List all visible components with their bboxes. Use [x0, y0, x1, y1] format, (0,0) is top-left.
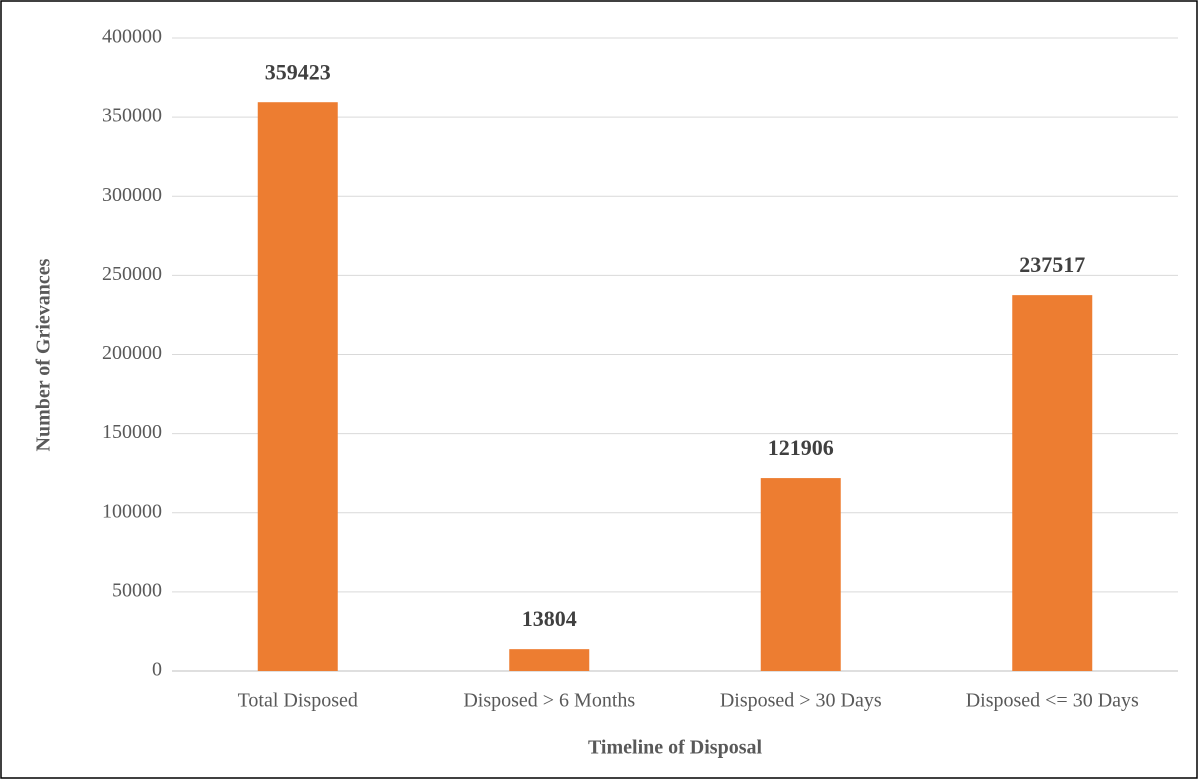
- data-label: 121906: [768, 435, 834, 460]
- bar: [760, 478, 841, 671]
- bar: [509, 649, 590, 671]
- x-tick-label: Total Disposed: [238, 690, 358, 712]
- y-tick-label: 350000: [102, 105, 162, 127]
- y-tick-label: 150000: [102, 421, 162, 443]
- bar: [1012, 295, 1093, 671]
- y-tick-label: 200000: [102, 342, 162, 364]
- y-axis-title: Number of Grievances: [33, 258, 55, 451]
- x-tick-label: Disposed > 30 Days: [720, 690, 882, 712]
- x-tick-label: Disposed <= 30 Days: [966, 690, 1139, 712]
- y-tick-label: 0: [152, 659, 162, 681]
- data-label: 13804: [522, 606, 577, 631]
- data-label: 359423: [265, 59, 331, 84]
- x-axis-title: Timeline of Disposal: [588, 737, 763, 759]
- data-label: 237517: [1019, 252, 1085, 277]
- y-tick-label: 100000: [102, 500, 162, 522]
- y-tick-label: 400000: [102, 26, 162, 48]
- y-tick-label: 50000: [112, 579, 162, 601]
- y-tick-label: 250000: [102, 263, 162, 285]
- x-tick-label: Disposed > 6 Months: [463, 690, 635, 712]
- bar: [257, 102, 338, 671]
- y-tick-label: 300000: [102, 184, 162, 206]
